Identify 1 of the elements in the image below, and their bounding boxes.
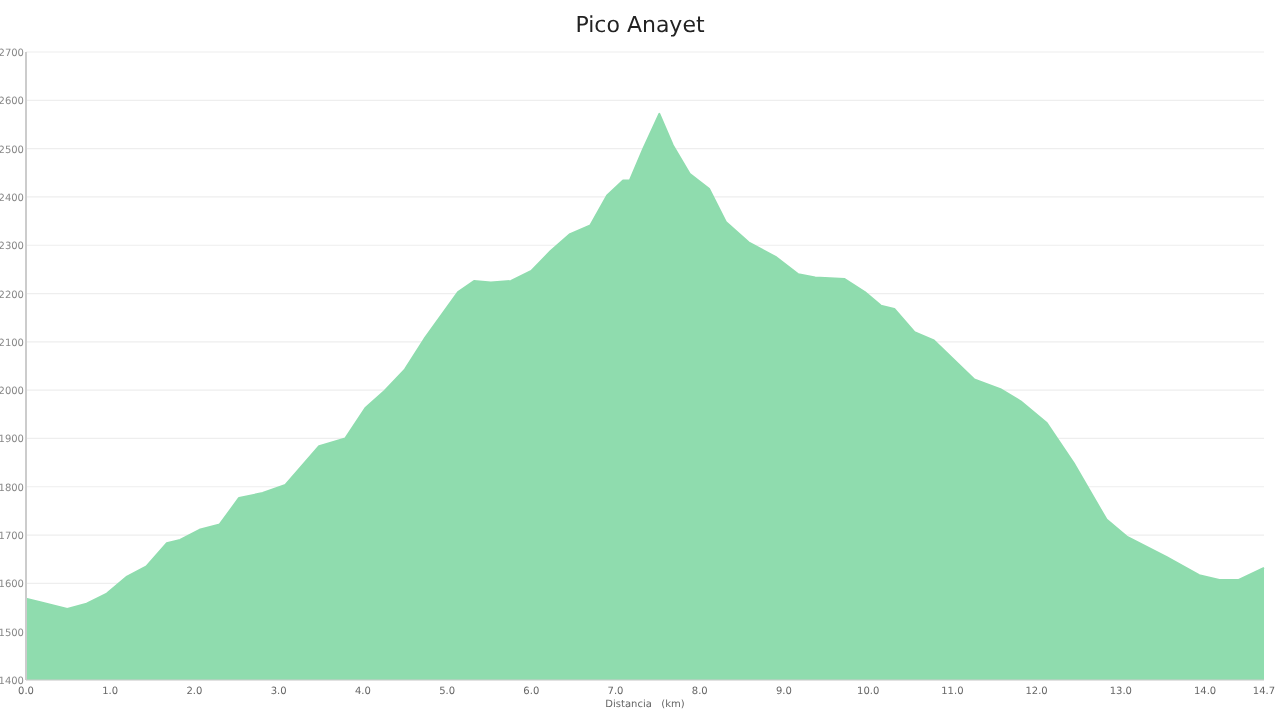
chart-title: Pico Anayet — [575, 12, 706, 38]
